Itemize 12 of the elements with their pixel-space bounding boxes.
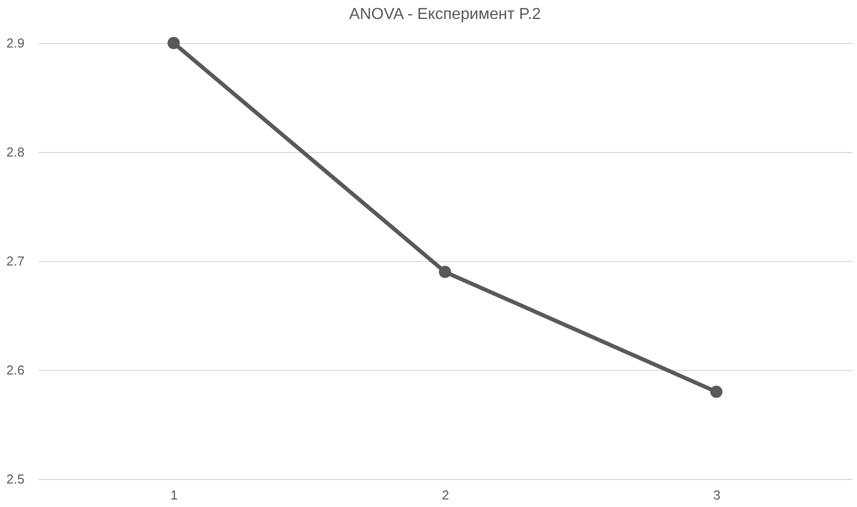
x-tick-label: 3: [713, 488, 720, 502]
point: [438, 266, 452, 278]
y-tick-label: 2.8: [6, 144, 24, 160]
x-tick-label: 2: [442, 488, 450, 502]
y-tick-label: 2.6: [6, 362, 24, 378]
chart-title: ANOVA - Експеримент P.2: [349, 6, 542, 23]
y-tick-label: 2.5: [6, 472, 24, 486]
point: [710, 386, 722, 398]
x-tick-label: 1: [170, 488, 178, 502]
y-tick-label: 2.7: [6, 254, 24, 268]
y-tick-label: 2.9: [6, 36, 24, 50]
point: [168, 36, 180, 50]
